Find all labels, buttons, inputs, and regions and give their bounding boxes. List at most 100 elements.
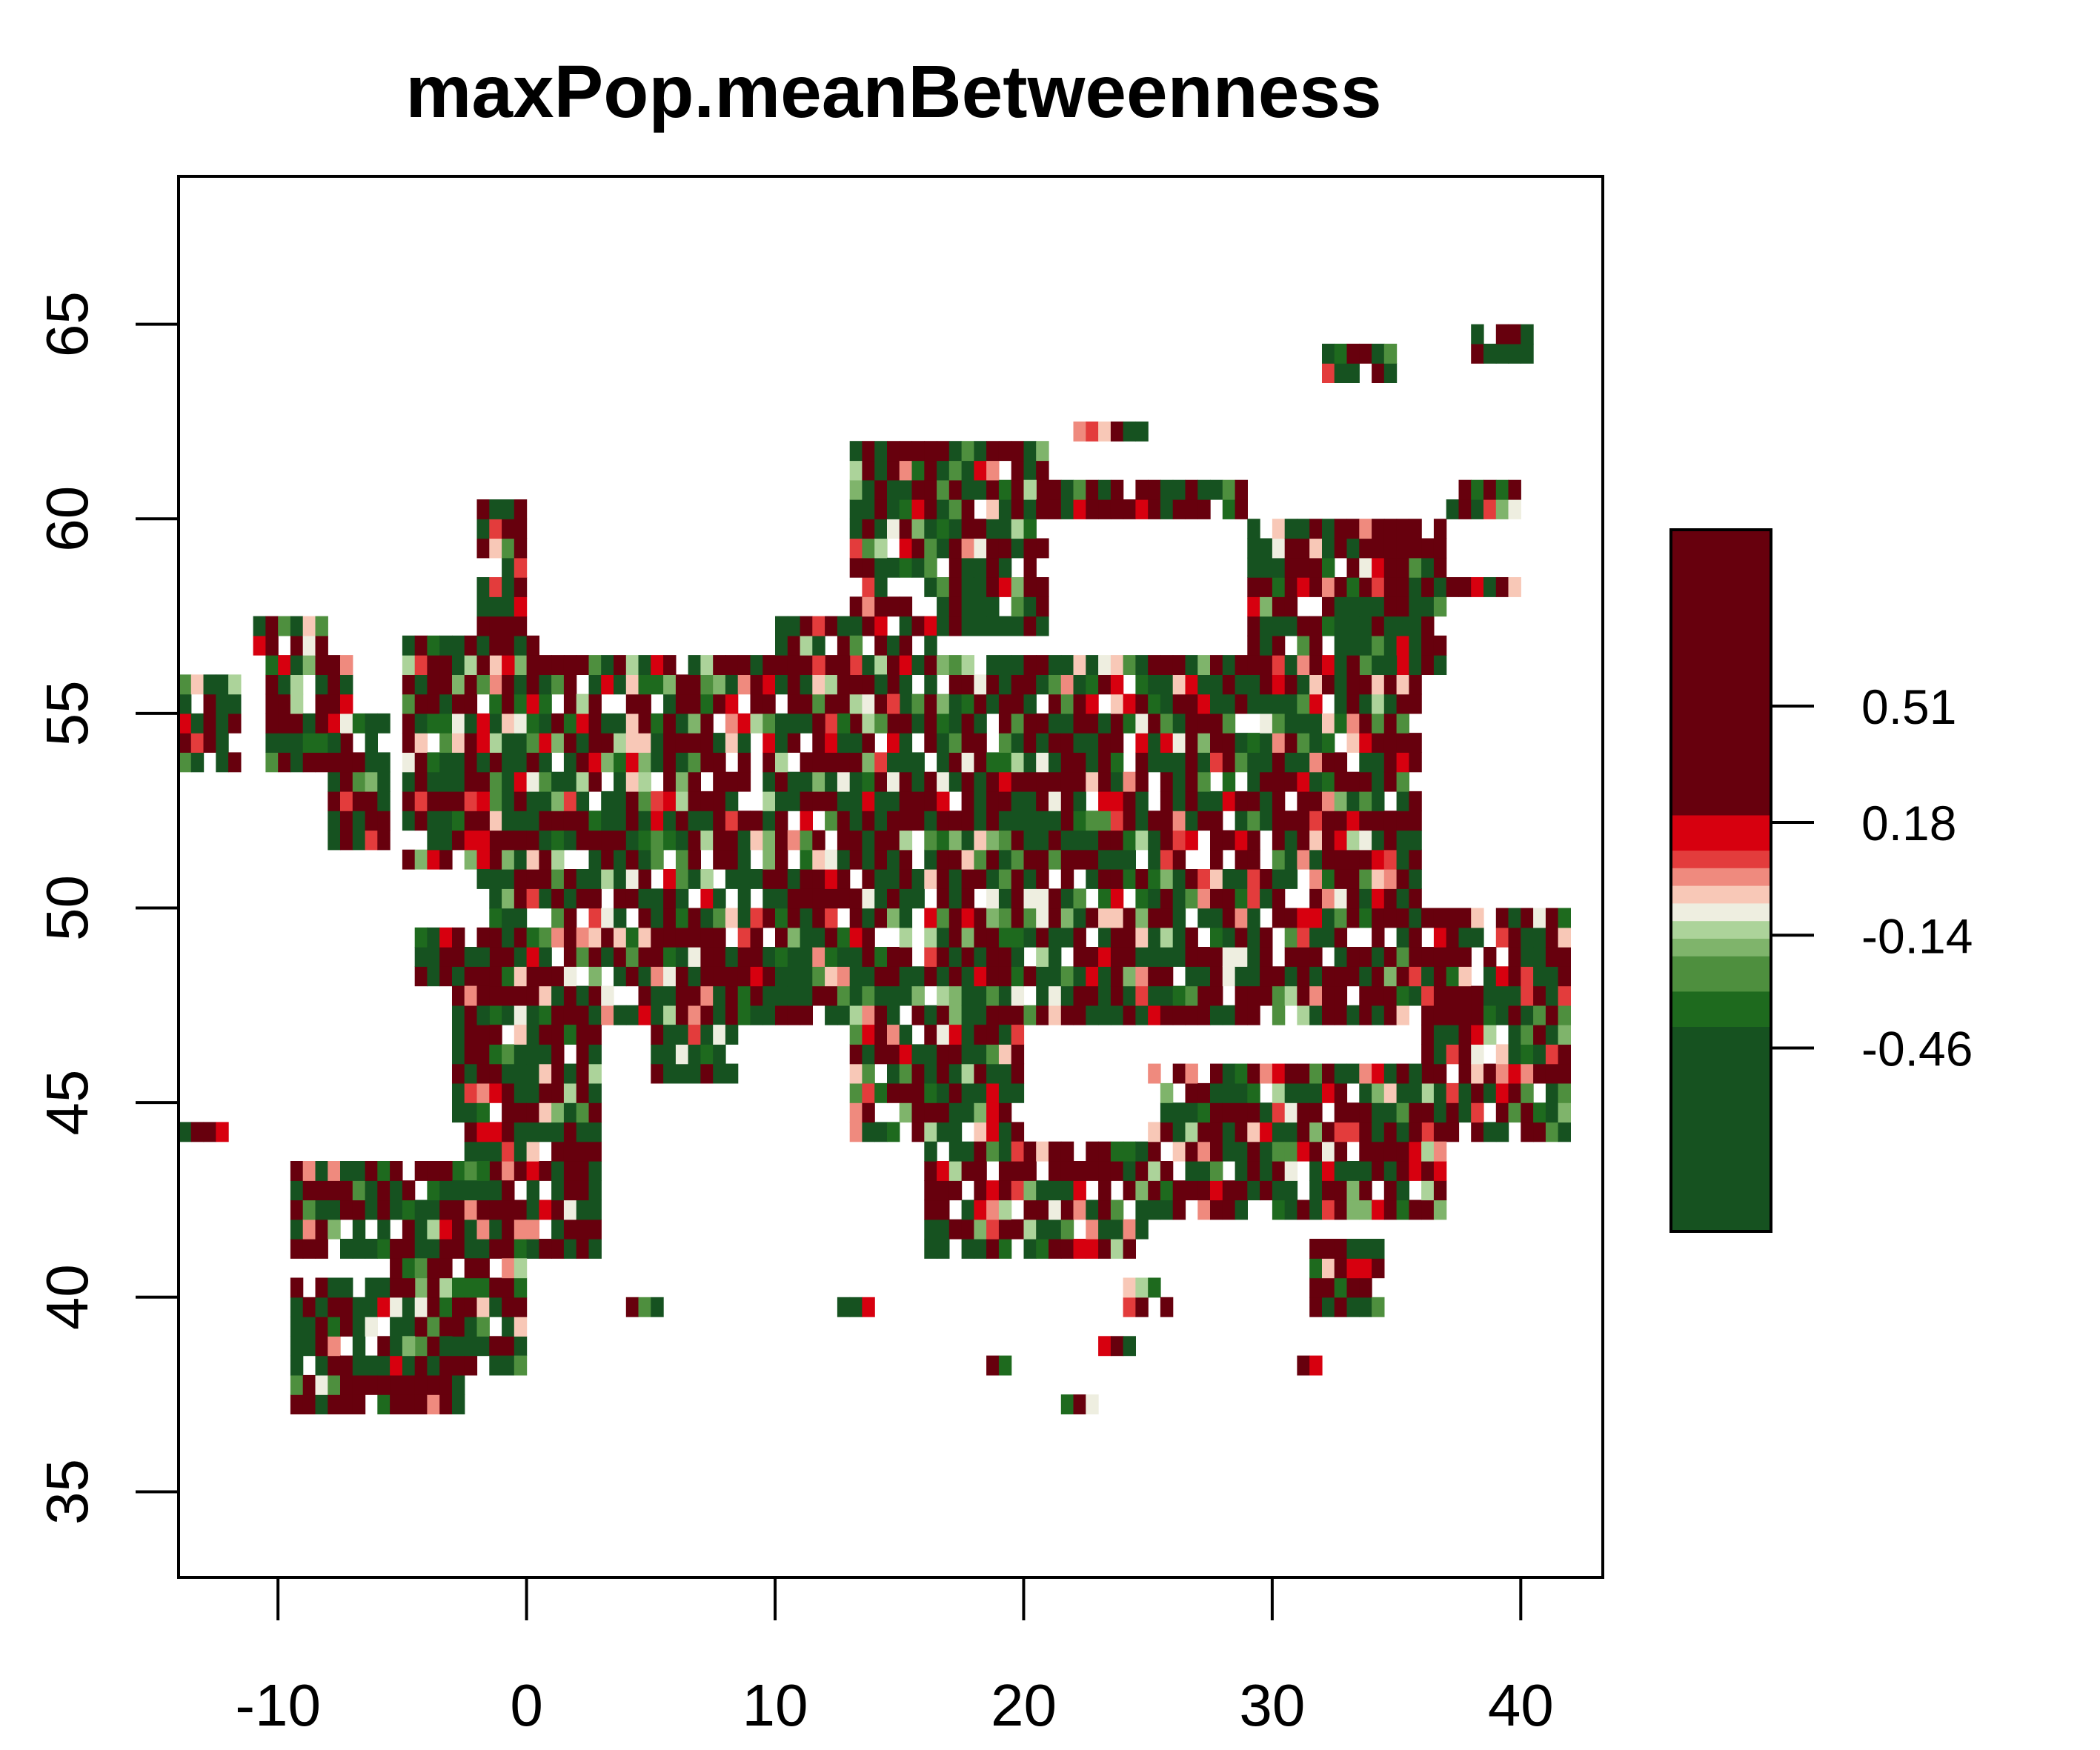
heatmap-cell xyxy=(1334,966,1348,987)
heatmap-cell xyxy=(750,693,763,714)
heatmap-cell xyxy=(1346,519,1360,539)
heatmap-cell xyxy=(1409,908,1422,928)
heatmap-cell xyxy=(1359,1082,1372,1103)
heatmap-cell xyxy=(1049,655,1062,675)
heatmap-cell xyxy=(476,1277,490,1298)
heatmap-cell xyxy=(924,811,937,831)
heatmap-cell xyxy=(1210,908,1223,928)
heatmap-cell xyxy=(1322,519,1335,539)
heatmap-cell xyxy=(1023,1239,1037,1259)
heatmap-cell xyxy=(1297,985,1310,1006)
heatmap-cell xyxy=(986,1063,1000,1084)
heatmap-cell xyxy=(377,1277,391,1298)
heatmap-cell xyxy=(1297,811,1310,831)
heatmap-cell xyxy=(849,888,863,909)
heatmap-cell xyxy=(551,1239,565,1259)
heatmap-cell xyxy=(874,616,888,636)
heatmap-cell xyxy=(1011,1161,1025,1181)
heatmap-cell xyxy=(1521,324,1534,345)
heatmap-cell xyxy=(688,947,701,967)
heatmap-cell xyxy=(576,985,590,1006)
heatmap-cell xyxy=(1433,1063,1447,1084)
heatmap-cell xyxy=(998,733,1012,753)
heatmap-cell xyxy=(576,1082,590,1103)
heatmap-cell xyxy=(1011,519,1025,539)
heatmap-cell xyxy=(1458,1025,1472,1045)
heatmap-cell xyxy=(464,1025,478,1045)
heatmap-cell xyxy=(1086,1239,1099,1259)
heatmap-cell xyxy=(1049,713,1062,733)
heatmap-cell xyxy=(961,1005,974,1025)
heatmap-cell xyxy=(1346,635,1360,656)
heatmap-cell xyxy=(1073,771,1086,792)
heatmap-cell xyxy=(1483,1082,1497,1103)
heatmap-cell xyxy=(800,966,813,987)
heatmap-cell xyxy=(1322,1082,1335,1103)
heatmap-cell xyxy=(1372,908,1385,928)
heatmap-cell xyxy=(887,791,900,811)
heatmap-cell xyxy=(1433,1141,1447,1162)
heatmap-cell xyxy=(539,733,552,753)
heatmap-cell xyxy=(849,1102,863,1123)
heatmap-cell xyxy=(1222,1102,1236,1123)
heatmap-cell xyxy=(1372,693,1385,714)
heatmap-cell xyxy=(414,966,428,987)
heatmap-cell xyxy=(1086,1141,1099,1162)
heatmap-cell xyxy=(1334,771,1348,792)
heatmap-cell xyxy=(377,1374,391,1395)
heatmap-cell xyxy=(1508,1044,1521,1065)
heatmap-cell xyxy=(924,616,937,636)
heatmap-cell xyxy=(1098,771,1112,792)
heatmap-cell xyxy=(514,538,528,559)
heatmap-cell xyxy=(924,927,937,948)
heatmap-cell xyxy=(414,733,428,753)
heatmap-cell xyxy=(1247,1102,1260,1123)
heatmap-cell xyxy=(1023,869,1037,889)
heatmap-cell xyxy=(539,674,552,695)
heatmap-cell xyxy=(986,791,1000,811)
heatmap-cell xyxy=(551,830,565,851)
heatmap-cell xyxy=(625,927,639,948)
heatmap-cell xyxy=(502,1239,515,1259)
heatmap-cell xyxy=(1036,674,1049,695)
heatmap-cell xyxy=(1297,557,1310,578)
heatmap-cell xyxy=(1359,538,1372,559)
heatmap-cell xyxy=(588,985,602,1006)
heatmap-cell xyxy=(1272,577,1286,597)
colorbar-frame xyxy=(1669,528,1772,1233)
heatmap-cell xyxy=(1383,1082,1398,1103)
heatmap-cell xyxy=(862,479,875,500)
heatmap-cell xyxy=(1309,830,1323,851)
heatmap-cell xyxy=(1334,888,1348,909)
heatmap-cell xyxy=(601,869,614,889)
heatmap-cell xyxy=(476,985,490,1006)
heatmap-cell xyxy=(948,557,963,578)
heatmap-cell xyxy=(190,1122,205,1142)
heatmap-cell xyxy=(737,888,751,909)
heatmap-cell xyxy=(1148,1180,1161,1201)
heatmap-cell xyxy=(651,849,664,870)
heatmap-cell xyxy=(1011,888,1025,909)
heatmap-cell xyxy=(762,674,776,695)
heatmap-cell xyxy=(1383,1200,1398,1220)
heatmap-cell xyxy=(924,791,937,811)
heatmap-cell xyxy=(1433,908,1447,928)
heatmap-cell xyxy=(1383,1122,1398,1142)
heatmap-cell xyxy=(899,927,913,948)
heatmap-cell xyxy=(1073,693,1086,714)
heatmap-cell xyxy=(849,985,863,1006)
heatmap-cell xyxy=(1011,674,1025,695)
heatmap-cell xyxy=(1545,947,1559,967)
heatmap-cell xyxy=(1272,616,1286,636)
heatmap-cell xyxy=(862,519,875,539)
heatmap-cell xyxy=(290,674,304,695)
heatmap-cell xyxy=(849,1025,863,1045)
heatmap-cell xyxy=(1110,927,1124,948)
heatmap-cell xyxy=(551,1102,565,1123)
heatmap-cell xyxy=(1160,771,1174,792)
heatmap-cell xyxy=(514,1122,528,1142)
heatmap-cell xyxy=(328,1219,341,1240)
heatmap-cell xyxy=(1148,1161,1161,1181)
heatmap-cell xyxy=(1383,577,1398,597)
heatmap-cell xyxy=(700,908,714,928)
